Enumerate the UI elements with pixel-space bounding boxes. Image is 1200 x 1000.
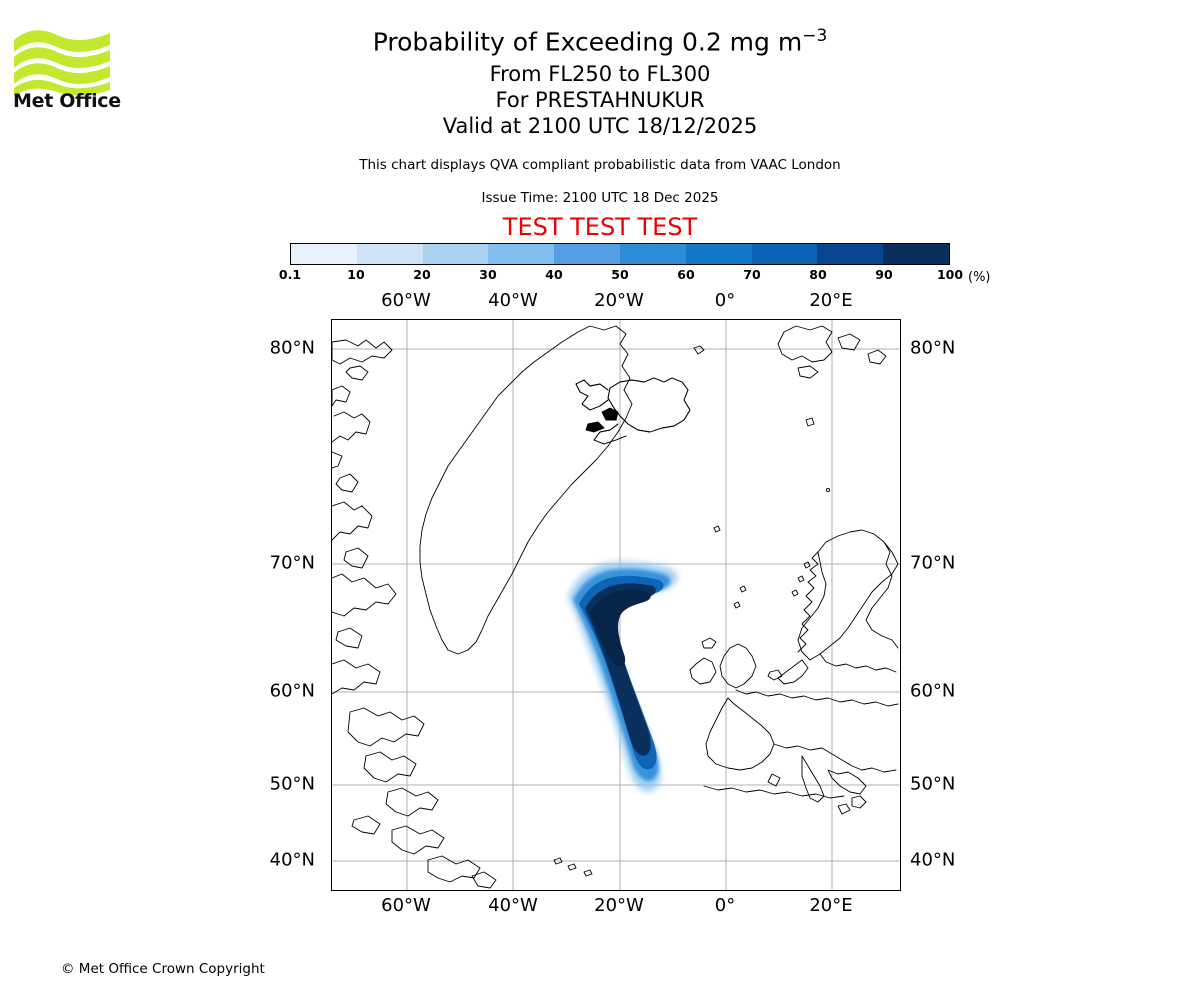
colorbar-tick-80: 80 bbox=[809, 267, 827, 282]
iceland-coastline-overlay bbox=[575, 377, 691, 445]
ash-probability-plume bbox=[568, 561, 678, 792]
colorbar-tick-50: 50 bbox=[611, 267, 629, 282]
lon-label-top-40°W: 40°W bbox=[488, 290, 538, 311]
colorbar-tick-100: 100 bbox=[936, 267, 964, 282]
colorbar-band-4 bbox=[554, 244, 620, 264]
lon-label-top-20°E: 20°E bbox=[809, 290, 853, 311]
colorbar-band-0 bbox=[291, 244, 357, 264]
lon-label-bottom-20°E: 20°E bbox=[809, 895, 853, 916]
colorbar-tick-40: 40 bbox=[545, 267, 563, 282]
logo-waves bbox=[14, 30, 110, 96]
lat-label-right-70°N: 70°N bbox=[910, 552, 956, 574]
lon-label-top-20°W: 20°W bbox=[594, 290, 644, 311]
qva-disclaimer: This chart displays QVA compliant probab… bbox=[359, 157, 841, 173]
colorbar-tick-0.1: 0.1 bbox=[278, 267, 302, 282]
colorbar-band-1 bbox=[356, 244, 423, 264]
colorbar-bands bbox=[290, 243, 950, 265]
colorbar-band-7 bbox=[751, 244, 818, 264]
colorbar-tick-60: 60 bbox=[677, 267, 695, 282]
colorbar-band-8 bbox=[817, 244, 884, 264]
latitude-axis-left: 80°N 70°N 60°N 50°N 40°N bbox=[205, 0, 315, 1000]
valid-time-subtitle: Valid at 2100 UTC 18/12/2025 bbox=[442, 114, 758, 138]
lat-label-right-60°N: 60°N bbox=[910, 680, 956, 702]
page-title-text: Probability of Exceeding 0.2 mg m bbox=[372, 27, 803, 57]
map-coastlines bbox=[332, 325, 899, 889]
colorbar-tick-10: 10 bbox=[347, 267, 365, 282]
met-office-logo-text: Met Office bbox=[13, 90, 121, 112]
lon-label-bottom-60°W: 60°W bbox=[381, 895, 431, 916]
volcano-name-subtitle: For PRESTAHNUKUR bbox=[495, 88, 705, 112]
lat-label-left-70°N: 70°N bbox=[269, 552, 315, 574]
lon-label-top-0°: 0° bbox=[714, 290, 736, 311]
test-banner: TEST TEST TEST bbox=[502, 213, 698, 241]
colorbar-tick-20: 20 bbox=[413, 267, 431, 282]
lon-label-bottom-40°W: 40°W bbox=[488, 895, 538, 916]
lon-label-top-60°W: 60°W bbox=[381, 290, 431, 311]
issue-time-label: Issue Time: 2100 UTC 18 Dec 2025 bbox=[481, 190, 719, 206]
colorbar-band-5 bbox=[619, 244, 686, 264]
page-title: Probability of Exceeding 0.2 mg m−3 bbox=[0, 26, 1200, 56]
lat-label-right-50°N: 50°N bbox=[910, 773, 956, 795]
colorbar-band-2 bbox=[422, 244, 489, 264]
colorbar-tick-70: 70 bbox=[743, 267, 761, 282]
lat-label-left-80°N: 80°N bbox=[269, 337, 315, 359]
colorbar-units-label: (%) bbox=[968, 270, 991, 285]
flight-level-subtitle: From FL250 to FL300 bbox=[489, 62, 711, 86]
colorbar-band-6 bbox=[685, 244, 752, 264]
lat-label-left-60°N: 60°N bbox=[269, 680, 315, 702]
colorbar-tick-90: 90 bbox=[875, 267, 893, 282]
lat-label-left-50°N: 50°N bbox=[269, 773, 315, 795]
page-title-exponent: −3 bbox=[802, 26, 828, 46]
latitude-axis-right: 80°N 70°N 60°N 50°N 40°N bbox=[910, 0, 1030, 1000]
colorbar-band-9 bbox=[883, 244, 949, 264]
copyright-footer: © Met Office Crown Copyright bbox=[61, 961, 265, 977]
met-office-logo bbox=[12, 26, 112, 114]
lat-label-right-80°N: 80°N bbox=[910, 337, 956, 359]
colorbar-band-3 bbox=[488, 244, 555, 264]
lon-label-bottom-0°: 0° bbox=[714, 895, 736, 916]
colorbar-tick-30: 30 bbox=[479, 267, 497, 282]
ash-concentration-map[interactable] bbox=[331, 319, 901, 891]
lat-label-right-40°N: 40°N bbox=[910, 849, 956, 871]
lat-label-left-40°N: 40°N bbox=[269, 849, 315, 871]
probability-colorbar: 0.1 10 20 30 40 50 60 70 80 90 100 bbox=[279, 243, 963, 282]
lon-label-bottom-20°W: 20°W bbox=[594, 895, 644, 916]
